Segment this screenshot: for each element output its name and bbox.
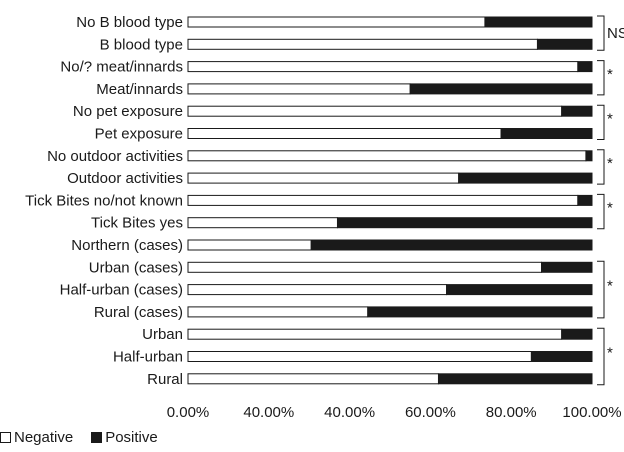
significance-bracket xyxy=(597,15,605,51)
significance-bracket xyxy=(597,60,605,96)
x-tick-label: 80.00% xyxy=(486,404,537,421)
significance-label: * xyxy=(607,345,613,362)
significance-label: * xyxy=(607,278,613,295)
bar-negative-no-outdoor-activities xyxy=(187,150,587,162)
bars-layer xyxy=(187,16,593,385)
bar-negative-urban xyxy=(187,328,563,340)
bar-negative-outdoor-activities xyxy=(187,172,460,184)
bar-positive-urban xyxy=(561,328,593,340)
legend-item-negative: Negative xyxy=(0,429,73,446)
category-label: Half-urban xyxy=(113,349,183,366)
bar-negative-tick-bites-no-not-known xyxy=(187,194,579,206)
category-labels: No B blood type B blood type No/? meat/inn… xyxy=(25,14,183,388)
bar-negative-b-blood-type xyxy=(187,38,538,50)
category-label: Meat/innards xyxy=(96,81,183,98)
significance-bracket xyxy=(597,260,605,319)
legend-label-positive: Positive xyxy=(105,428,158,446)
category-label: B blood type xyxy=(100,36,183,53)
bar-negative-pet-exposure xyxy=(187,128,502,139)
category-label: No/? meat/innards xyxy=(60,59,183,76)
legend-label-negative: Negative xyxy=(14,428,74,446)
significance-label: * xyxy=(607,66,613,83)
bar-positive-no-outdoor-activities xyxy=(585,150,593,162)
significance-brackets: NS * * * * * * xyxy=(597,15,624,386)
bar-positive-no-meat-innards xyxy=(577,61,593,73)
x-tick-label: 40.00% xyxy=(243,404,294,421)
bar-negative-half-urban xyxy=(187,351,532,362)
x-tick-label: 60.00% xyxy=(405,404,456,421)
category-label: Tick Bites yes xyxy=(91,215,183,232)
bar-positive-tick-bites-yes xyxy=(336,217,593,229)
category-label: No B blood type xyxy=(76,14,183,31)
bar-positive-northern-cases xyxy=(310,239,593,251)
bar-positive-pet-exposure xyxy=(500,128,593,139)
significance-bracket xyxy=(597,149,605,185)
bar-positive-no-b-blood-type xyxy=(484,16,593,28)
bar-negative-no-meat-innards xyxy=(187,61,579,73)
category-label: Northern (cases) xyxy=(71,237,183,254)
bar-positive-rural-cases xyxy=(367,306,593,318)
bar-positive-half-urban xyxy=(530,351,593,362)
bar-negative-tick-bites-yes xyxy=(187,217,338,229)
category-label: No pet exposure xyxy=(73,103,183,120)
legend-item-positive: Positive xyxy=(91,429,158,446)
x-axis-tick-labels: 0.00% 40.00% 40.00% 60.00% 80.00% 100.00% xyxy=(167,404,622,421)
category-label: No outdoor activities xyxy=(47,148,183,165)
bar-positive-meat-innards xyxy=(409,83,593,95)
significance-label: * xyxy=(607,200,613,217)
bar-negative-meat-innards xyxy=(187,83,411,95)
significance-label: NS xyxy=(607,25,624,42)
bar-negative-northern-cases xyxy=(187,239,312,251)
x-tick-label: 40.00% xyxy=(324,404,375,421)
category-label: Tick Bites no/not known xyxy=(25,192,183,209)
bar-positive-tick-bites-no-not-known xyxy=(577,194,593,206)
bar-positive-half-urban-cases xyxy=(446,284,593,296)
category-label: Rural xyxy=(147,371,183,388)
bar-negative-no-b-blood-type xyxy=(187,16,486,28)
category-label: Urban (cases) xyxy=(89,259,183,276)
significance-bracket xyxy=(597,193,605,230)
category-label: Urban xyxy=(142,326,183,343)
bar-negative-no-pet-exposure xyxy=(187,105,563,117)
bar-negative-urban-cases xyxy=(187,261,542,273)
significance-label: * xyxy=(607,110,613,127)
bar-negative-rural-cases xyxy=(187,306,369,318)
category-label: Pet exposure xyxy=(95,126,183,143)
bar-positive-b-blood-type xyxy=(536,38,593,50)
legend-swatch-negative xyxy=(0,431,11,443)
bar-negative-rural xyxy=(187,373,439,385)
bar-positive-rural xyxy=(437,373,593,385)
category-label: Outdoor activities xyxy=(67,170,183,187)
significance-label: * xyxy=(607,155,613,172)
bar-negative-half-urban-cases xyxy=(187,284,448,296)
bar-positive-outdoor-activities xyxy=(458,172,593,184)
legend: Negative Positive xyxy=(0,426,176,448)
x-tick-label: 0.00% xyxy=(167,404,210,421)
x-tick-label: 100.00% xyxy=(562,404,621,421)
bar-positive-no-pet-exposure xyxy=(561,105,593,117)
category-label: Rural (cases) xyxy=(94,304,183,321)
bar-positive-urban-cases xyxy=(541,261,593,273)
legend-swatch-positive xyxy=(91,431,103,443)
category-label: Half-urban (cases) xyxy=(60,282,183,299)
significance-bracket xyxy=(597,327,605,386)
significance-bracket xyxy=(597,104,605,140)
